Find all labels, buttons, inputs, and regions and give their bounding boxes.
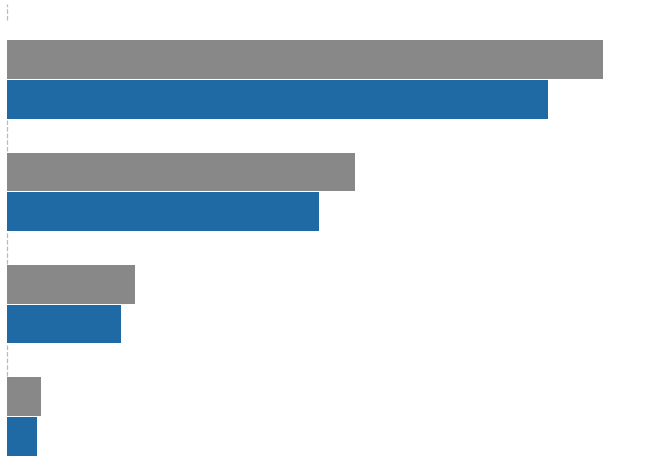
Bar bbox=[7, 80, 548, 119]
Bar bbox=[7, 153, 355, 191]
Bar bbox=[7, 193, 318, 231]
Bar bbox=[7, 377, 41, 416]
Bar bbox=[7, 40, 603, 79]
Bar bbox=[7, 265, 135, 304]
Bar bbox=[7, 305, 121, 343]
Bar bbox=[7, 417, 37, 456]
